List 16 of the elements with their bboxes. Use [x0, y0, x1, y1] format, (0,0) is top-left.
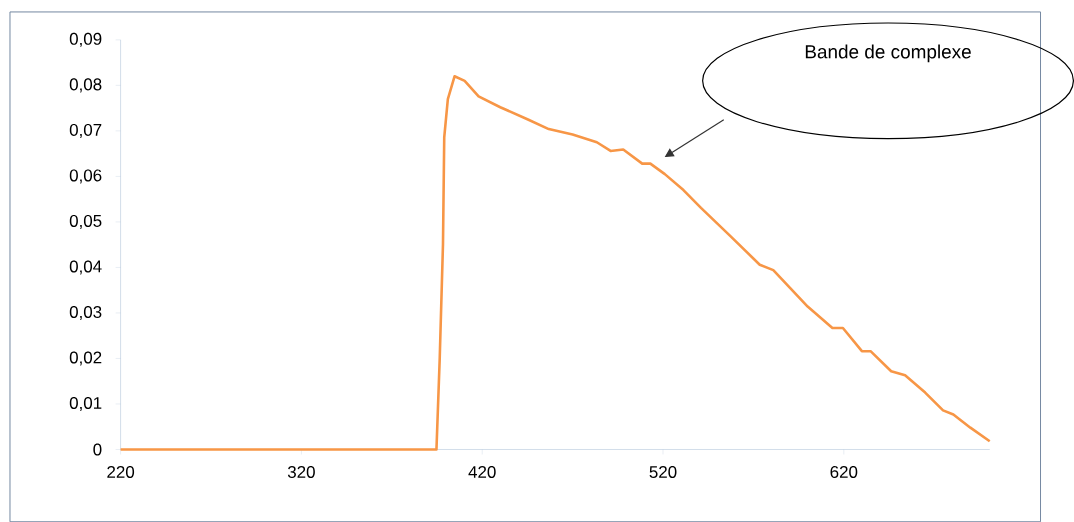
x-tick-label: 620	[830, 465, 858, 478]
y-tick-label: 0,09	[69, 32, 102, 47]
y-tick-label: 0	[93, 443, 102, 456]
annotation: Bande de complexe	[805, 44, 971, 63]
x-tick-label: 220	[107, 465, 135, 478]
y-tick-label: 0,01	[69, 396, 102, 411]
x-tick-label: 320	[287, 465, 315, 478]
y-tick-label: 0,02	[69, 351, 102, 366]
y-tick-label: 0,03	[69, 305, 102, 320]
y-tick-label: 0,04	[69, 260, 102, 275]
y-tick-label: 0,05	[69, 214, 102, 229]
y-tick-label: 0,08	[69, 78, 102, 93]
x-tick-label: 420	[468, 465, 496, 478]
y-tick-label: 0,06	[69, 169, 102, 184]
y-tick-label: 0,07	[69, 123, 102, 138]
x-tick-label: 520	[649, 465, 677, 478]
